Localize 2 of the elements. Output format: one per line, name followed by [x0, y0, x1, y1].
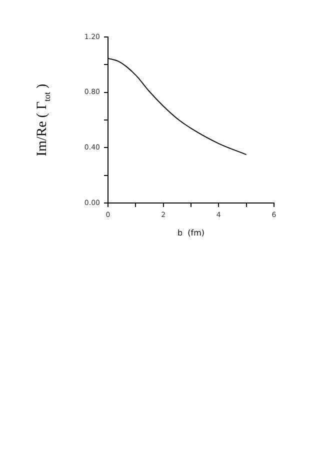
x-axis-title: b (fm)	[177, 228, 205, 238]
y-axis-title: Im/Re ( Γtot )	[35, 83, 52, 156]
